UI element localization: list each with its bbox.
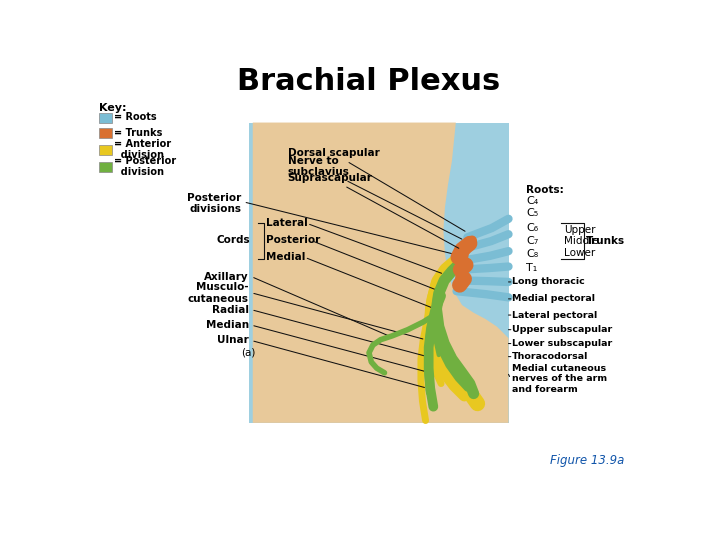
Text: = Anterior
  division: = Anterior division: [114, 139, 171, 160]
Text: C₅: C₅: [526, 208, 539, 218]
Text: Cords: Cords: [217, 235, 251, 245]
Text: Middle: Middle: [564, 236, 599, 246]
Text: Ulnar: Ulnar: [217, 335, 249, 346]
Text: Nerve to
subclavius: Nerve to subclavius: [287, 156, 462, 239]
Text: Axillary: Axillary: [204, 272, 249, 281]
Text: Upper subscapular: Upper subscapular: [513, 325, 613, 334]
Polygon shape: [253, 123, 508, 423]
Text: Key:: Key:: [99, 103, 127, 113]
Text: Lateral pectoral: Lateral pectoral: [513, 310, 598, 320]
Text: C₇: C₇: [526, 236, 539, 246]
Text: = Posterior
  division: = Posterior division: [114, 156, 176, 177]
Text: Trunks: Trunks: [586, 236, 625, 246]
FancyBboxPatch shape: [99, 162, 112, 172]
Text: Suprascapular: Suprascapular: [287, 173, 459, 248]
Text: Medial pectoral: Medial pectoral: [513, 294, 595, 303]
Text: Upper: Upper: [564, 225, 596, 234]
Text: Posterior
divisions: Posterior divisions: [187, 193, 241, 214]
Text: Lateral: Lateral: [266, 218, 307, 228]
Text: C₄: C₄: [526, 196, 539, 206]
Text: C₈: C₈: [526, 249, 539, 259]
Text: = Trunks: = Trunks: [114, 127, 163, 138]
Text: Long thoracic: Long thoracic: [513, 278, 585, 286]
Text: Thoracodorsal: Thoracodorsal: [513, 352, 589, 361]
Text: Musculo-
cutaneous: Musculo- cutaneous: [188, 282, 249, 303]
Text: C₆: C₆: [526, 223, 539, 233]
FancyBboxPatch shape: [99, 145, 112, 155]
FancyBboxPatch shape: [99, 128, 112, 138]
Text: Medial cutaneous
nerves of the arm
and forearm: Medial cutaneous nerves of the arm and f…: [513, 364, 608, 394]
Text: Lower: Lower: [564, 248, 595, 259]
Text: Figure 13.9a: Figure 13.9a: [550, 454, 625, 467]
Text: Radial: Radial: [212, 305, 249, 315]
FancyBboxPatch shape: [99, 112, 112, 123]
Text: Lower subscapular: Lower subscapular: [513, 339, 613, 348]
Text: Median: Median: [206, 320, 249, 330]
Text: Dorsal scapular: Dorsal scapular: [287, 148, 465, 231]
Text: Roots:: Roots:: [526, 185, 564, 194]
Text: Medial: Medial: [266, 252, 305, 262]
Text: T₁: T₁: [526, 263, 538, 273]
Text: Brachial Plexus: Brachial Plexus: [238, 68, 500, 96]
Text: Posterior: Posterior: [266, 235, 320, 245]
Text: (a): (a): [241, 347, 256, 357]
Bar: [249, 123, 508, 423]
Text: = Roots: = Roots: [114, 112, 157, 122]
